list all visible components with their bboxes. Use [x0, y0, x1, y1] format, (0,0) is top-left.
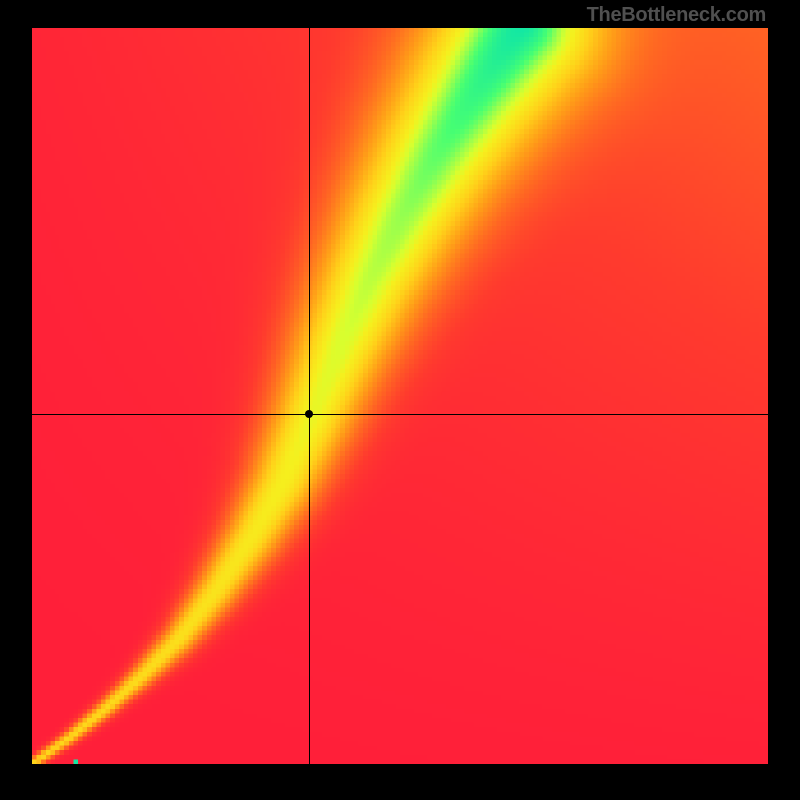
heatmap-canvas: [32, 28, 768, 764]
crosshair-marker-dot: [305, 410, 313, 418]
crosshair-horizontal-line: [32, 414, 768, 415]
outer-container: TheBottleneck.com: [0, 0, 800, 800]
watermark-text: TheBottleneck.com: [587, 4, 766, 27]
crosshair-vertical-line: [309, 28, 310, 764]
plot-frame: [32, 28, 768, 764]
